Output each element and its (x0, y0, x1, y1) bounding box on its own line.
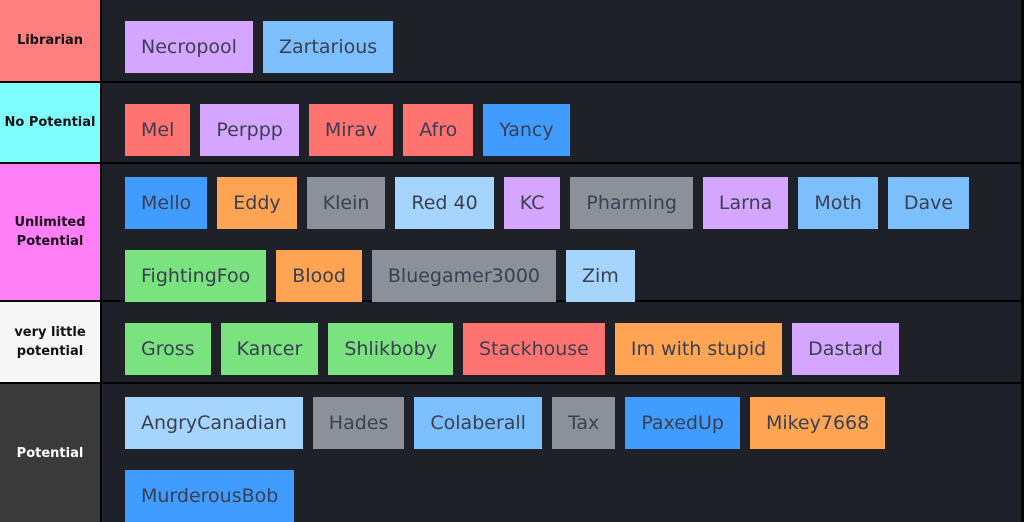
tier-row-very-little-potential: very little potential Gross Kancer Shlikbo… (0, 302, 1024, 382)
tier-item[interactable]: Moth (798, 177, 878, 229)
tier-item[interactable]: Dave (887, 177, 970, 229)
tier-item[interactable]: FightingFoo (125, 250, 267, 302)
tier-item[interactable]: Klein (306, 177, 386, 229)
tier-item[interactable]: Zim (566, 250, 635, 302)
tier-item[interactable]: Larna (702, 177, 789, 229)
tier-label[interactable]: very little potential (0, 302, 100, 382)
tier-label[interactable]: Librarian (0, 0, 100, 81)
tier-item[interactable]: Perppp (200, 104, 299, 156)
tier-item[interactable]: Blood (276, 250, 362, 302)
tier-item[interactable]: Mirav (308, 104, 394, 156)
tier-item[interactable]: Mel (125, 104, 191, 156)
tier-item[interactable]: Red 40 (395, 177, 494, 229)
tier-item[interactable]: Zartarious (262, 21, 394, 73)
tier-item[interactable]: Afro (403, 104, 474, 156)
tier-item[interactable]: Colaberall (414, 397, 542, 449)
tier-items[interactable]: Mello Eddy Klein Red 40 KC Pharming Larna Moth D… (102, 164, 1021, 302)
tier-item[interactable]: Yancy (483, 104, 570, 156)
tier-row-librarian: Librarian Necropool Zartarious (0, 0, 1024, 81)
tier-label[interactable]: Potential (0, 384, 100, 522)
tier-items[interactable]: Gross Kancer Shlikboby Stackhouse Im with st… (102, 302, 1021, 382)
tier-row-unlimited-potential: Unlimited Potential Mello Eddy Klein Red 40… (0, 164, 1024, 302)
tier-item[interactable]: AngryCanadian (125, 397, 303, 449)
tier-item[interactable]: Bluegamer3000 (371, 250, 557, 302)
tier-item[interactable]: Eddy (217, 177, 297, 229)
tier-item[interactable]: MurderousBob (125, 470, 295, 522)
tier-label[interactable]: Unlimited Potential (0, 164, 100, 300)
tier-item[interactable]: Tax (551, 397, 616, 449)
tier-row-no-potential: No Potential Mel Perppp Mirav Afro Yancy (0, 83, 1024, 162)
tier-item[interactable]: Dastard (792, 323, 899, 375)
tier-item[interactable]: PaxedUp (625, 397, 740, 449)
tier-items[interactable]: Necropool Zartarious (102, 0, 1021, 81)
tier-item[interactable]: Mello (125, 177, 208, 229)
tier-label[interactable]: No Potential (0, 83, 100, 162)
tier-item[interactable]: Stackhouse (462, 323, 605, 375)
tier-row-potential: Potential AngryCanadian Hades Colaberall Ta… (0, 384, 1024, 522)
tier-item[interactable]: Necropool (125, 21, 253, 73)
tier-item[interactable]: Mikey7668 (749, 397, 886, 449)
tier-item[interactable]: Hades (312, 397, 405, 449)
tier-item[interactable]: Kancer (220, 323, 319, 375)
tier-items[interactable]: Mel Perppp Mirav Afro Yancy (102, 83, 1021, 162)
tier-item[interactable]: Shlikboby (328, 323, 453, 375)
tier-item[interactable]: Pharming (570, 177, 693, 229)
tier-items[interactable]: AngryCanadian Hades Colaberall Tax PaxedUp Mi… (102, 384, 1021, 522)
tier-item[interactable]: Im with stupid (614, 323, 783, 375)
tier-item[interactable]: Gross (125, 323, 211, 375)
tier-item[interactable]: KC (503, 177, 561, 229)
